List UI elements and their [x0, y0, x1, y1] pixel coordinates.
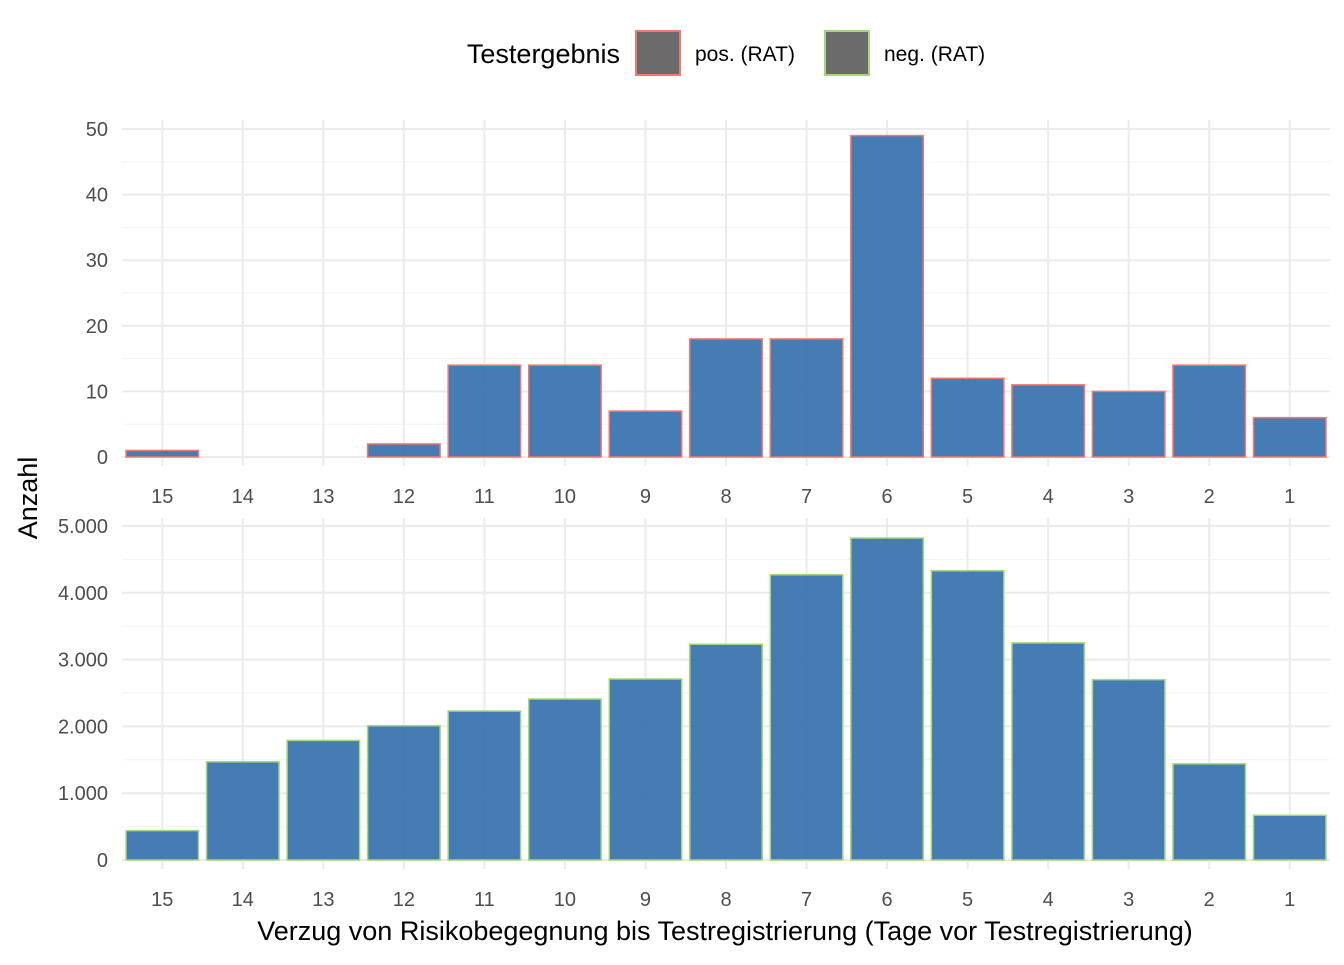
x-tick-label: 1	[1284, 889, 1295, 911]
x-tick-label: 6	[882, 889, 893, 911]
bar-neg-13	[286, 739, 361, 861]
y-tick-label: 5.000	[58, 516, 108, 538]
x-tick-label: 11	[474, 889, 495, 911]
bar-pos-8	[689, 338, 763, 458]
x-tick-label: 1	[1284, 486, 1295, 508]
x-tick-label: 7	[801, 486, 812, 508]
x-tick-label: 2	[1204, 486, 1215, 508]
x-tick-label: 10	[554, 889, 576, 911]
x-tick-label: 7	[801, 889, 812, 911]
bar-neg-12	[366, 724, 441, 861]
bar-pos-1	[1252, 416, 1327, 458]
y-tick-label: 30	[86, 250, 108, 272]
bar-pos-3	[1091, 390, 1166, 458]
bar-pos-12	[366, 443, 441, 458]
x-tick-label: 13	[312, 889, 334, 911]
x-tick-label: 11	[474, 486, 495, 508]
legend-label-pos: pos. (RAT)	[695, 43, 795, 66]
legend: Testergebnis pos. (RAT) neg. (RAT)	[467, 30, 985, 76]
legend-title: Testergebnis	[467, 39, 620, 69]
bar-neg-1	[1252, 814, 1327, 861]
bar-pos-4	[1011, 384, 1086, 458]
y-tick-label: 20	[86, 316, 108, 338]
x-tick-label: 14	[232, 889, 254, 911]
y-tick-label: 4.000	[58, 583, 108, 605]
x-tick-label: 15	[151, 486, 173, 508]
bar-neg-10	[527, 698, 602, 861]
panel-positive: 0 10 20 30 40 50 15 14 13 12 11 10 9 8 7 6 5 4 3 2 1	[86, 119, 1330, 508]
x-tick-label: 8	[720, 486, 731, 508]
x-tick-label: 14	[232, 486, 254, 508]
y-tick-label: 3.000	[58, 650, 108, 672]
x-tick-label: 13	[312, 486, 334, 508]
bar-pos-7	[769, 338, 844, 458]
x-tick-label: 8	[720, 889, 731, 911]
x-axis-title: Verzug von Risikobegegnung bis Testregis…	[257, 916, 1193, 946]
bar-neg-14	[205, 761, 280, 861]
bar-pos-5	[930, 377, 1005, 458]
bar-neg-3	[1091, 678, 1166, 861]
y-tick-label: 0	[97, 447, 108, 469]
x-tick-label: 9	[640, 889, 651, 911]
bar-neg-6	[850, 537, 925, 861]
x-tick-label: 10	[554, 486, 576, 508]
x-tick-label: 6	[882, 486, 893, 508]
y-tick-label: 50	[86, 119, 108, 141]
bar-pos-15	[125, 449, 200, 458]
bar-neg-8	[689, 643, 763, 861]
legend-swatch-pos	[635, 30, 681, 76]
legend-swatch-neg	[824, 30, 870, 76]
y-tick-label: 40	[86, 185, 108, 207]
x-tick-label: 4	[1043, 889, 1054, 911]
bar-pos-9	[608, 410, 683, 458]
bar-pos-2	[1172, 364, 1247, 458]
bar-neg-2	[1172, 763, 1247, 861]
bar-neg-9	[608, 678, 683, 861]
x-tick-label: 5	[962, 889, 973, 911]
bar-neg-7	[769, 574, 844, 861]
x-tick-label: 4	[1043, 486, 1054, 508]
bar-neg-11	[447, 710, 522, 861]
x-tick-label: 12	[393, 486, 415, 508]
x-tick-label: 3	[1123, 889, 1134, 911]
x-tick-label: 9	[640, 486, 651, 508]
x-tick-label: 12	[393, 889, 415, 911]
y-tick-label: 10	[86, 381, 108, 403]
x-tick-label: 2	[1204, 889, 1215, 911]
bar-neg-15	[125, 829, 200, 861]
x-tick-label: 3	[1123, 486, 1134, 508]
bar-neg-4	[1011, 642, 1086, 861]
legend-label-neg: neg. (RAT)	[884, 43, 985, 66]
x-tick-label: 5	[962, 486, 973, 508]
bar-pos-11	[447, 364, 522, 458]
y-tick-label: 2.000	[58, 716, 108, 738]
bar-neg-5	[930, 570, 1005, 861]
x-tick-label: 15	[151, 889, 173, 911]
y-axis-title: Anzahl	[13, 457, 43, 540]
y-tick-label: 1.000	[58, 783, 108, 805]
y-tick-label: 0	[97, 850, 108, 872]
bar-pos-6	[850, 134, 925, 458]
bar-pos-10	[527, 364, 602, 458]
